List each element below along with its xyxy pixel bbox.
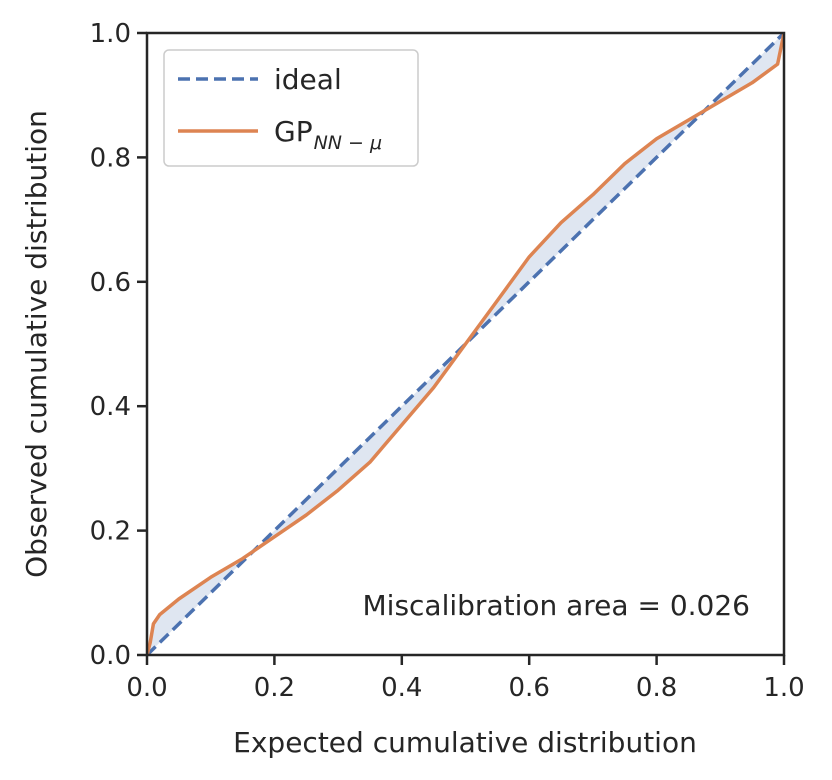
x-tick-label: 0.8 (636, 673, 677, 703)
miscalibration-annotation: Miscalibration area = 0.026 (363, 589, 750, 622)
y-tick-label: 0.0 (90, 641, 131, 671)
legend-label-gp: GPNN − μ (274, 115, 382, 154)
legend-label-gp-subscript: NN − μ (314, 132, 383, 154)
y-tick-label: 0.2 (90, 517, 131, 547)
plot-frame (145, 31, 786, 657)
y-tick-label: 0.8 (90, 143, 131, 173)
x-tick-label: 0.4 (381, 673, 422, 703)
x-tick-label: 0.0 (126, 673, 167, 703)
series-line-gp (147, 33, 784, 655)
legend-box (163, 49, 419, 167)
y-axis-title: Observed cumulative distribution (20, 110, 53, 578)
x-axis: 0.0 0.2 0.4 0.6 0.8 1.0 (126, 655, 805, 703)
legend-label-gp-main: GP (274, 115, 313, 148)
y-tick-label: 1.0 (90, 19, 131, 49)
x-axis-title: Expected cumulative distribution (233, 726, 697, 759)
legend: ideal GPNN − μ (163, 49, 419, 167)
y-tick-label: 0.4 (90, 392, 131, 422)
legend-label-ideal: ideal (274, 63, 342, 96)
y-axis: 0.0 0.2 0.4 0.6 0.8 1.0 (90, 19, 147, 671)
y-tick-label: 0.6 (90, 268, 131, 298)
x-tick-label: 1.0 (763, 673, 804, 703)
x-tick-label: 0.6 (509, 673, 550, 703)
x-tick-label: 0.2 (254, 673, 295, 703)
